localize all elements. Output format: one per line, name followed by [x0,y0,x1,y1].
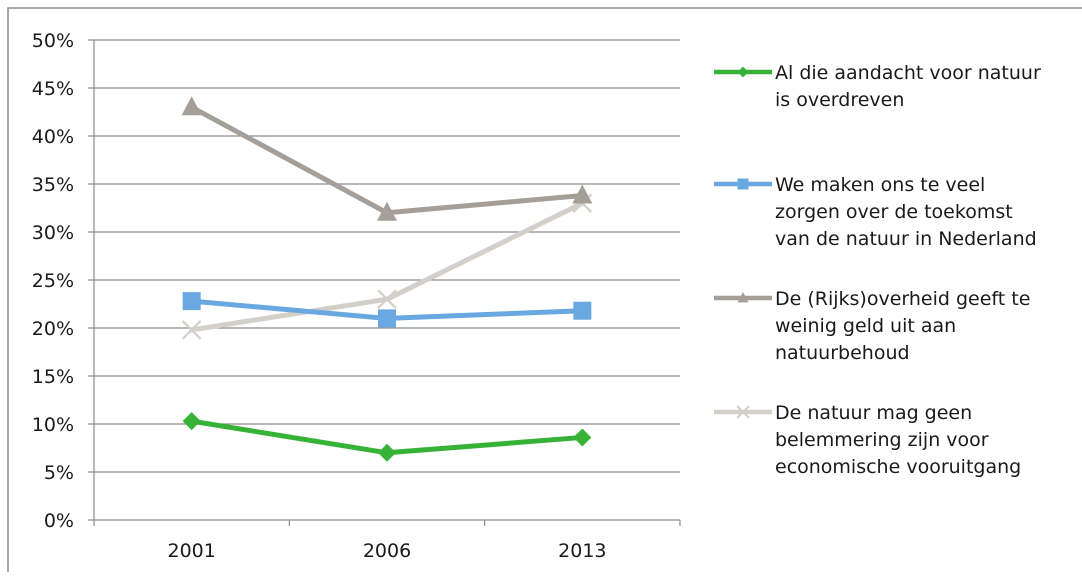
y-tick-label: 35% [32,174,74,196]
legend-label: economische vooruitgang [775,456,1021,478]
legend-label: De (Rijks)overheid geeft te [775,288,1030,310]
legend-marker-diamond [737,66,749,78]
data-point-x [181,320,202,340]
legend-entry: De (Rijks)overheid geeft te weinig geld u… [714,288,1030,364]
legend-label: zorgen over de toekomst [775,201,1013,223]
x-tick-label: 2001 [167,540,215,562]
legend-label: van de natuur in Nederland [775,228,1037,250]
legend-entry: De natuur mag geen belemmering zijn voor e… [714,402,1021,478]
legend-label: Al die aandacht voor natuur [775,62,1041,84]
legend-entry: Al die aandacht voor natuur is overdreven [714,62,1041,111]
data-point-triangle [377,201,397,221]
y-tick-label: 45% [32,78,74,100]
legend-label: weinig geld uit aan [775,315,956,337]
y-tick-label: 10% [32,414,74,436]
series [182,292,592,328]
data-point-triangle [572,184,593,204]
data-point-square [378,309,396,328]
legend-entry: We maken ons te veel zorgen over de toeko… [714,174,1037,250]
y-tick-label: 25% [32,270,74,292]
chart-border [7,7,1082,576]
y-tick-label: 15% [32,366,74,388]
legend-marker-triangle [737,291,749,303]
x-tick-label: 2013 [558,540,606,562]
data-point-diamond [182,412,201,431]
data-point-diamond [378,443,396,462]
x-tick-label: 2006 [363,540,411,562]
series-group [181,96,593,462]
series [181,96,593,221]
legend: Al die aandacht voor natuur is overdreven… [714,62,1041,478]
data-point-diamond [573,428,592,447]
y-tick-label: 0% [44,510,74,532]
data-point-square [573,301,592,320]
y-tick-label: 50% [32,30,74,52]
y-tick-label: 40% [32,126,74,148]
data-point-x [377,289,397,309]
data-point-square [182,292,201,311]
legend-label: is overdreven [775,89,904,111]
y-axis-ticks: 0% 5% 10% 15% 20% 25% 30% 35% 40% 45% 50% [32,30,94,532]
legend-label: natuurbehoud [775,342,910,364]
y-tick-label: 30% [32,222,74,244]
legend-label: We maken ons te veel [775,174,985,196]
gridlines [94,39,680,473]
legend-label: belemmering zijn voor [775,429,989,451]
data-point-triangle [181,96,202,116]
legend-marker-x [736,405,750,419]
y-tick-label: 20% [32,318,74,340]
legend-label: De natuur mag geen [775,402,972,424]
x-axis-ticks: 2001 2006 2013 [93,520,681,562]
legend-marker-square [737,178,749,190]
y-tick-label: 5% [44,462,74,484]
series [182,412,592,462]
